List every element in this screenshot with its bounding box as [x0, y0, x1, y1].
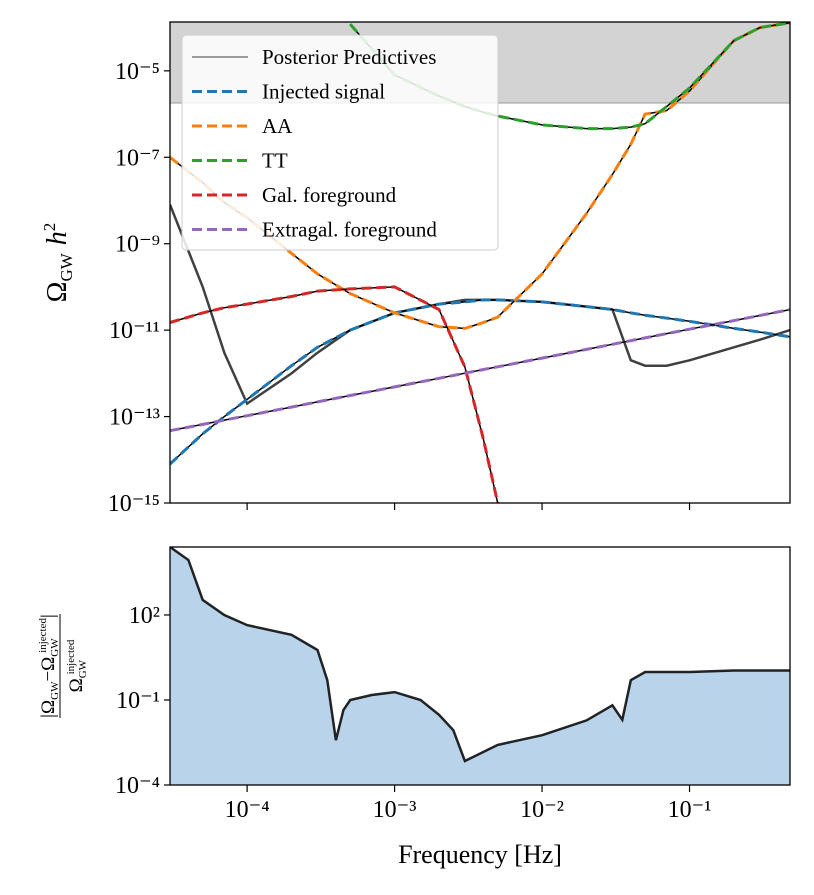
y-axis-label: |ΩGW−ΩGWinjected|ΩGWinjected [37, 614, 89, 718]
y-tick-label: 10² [129, 603, 160, 629]
model-line [170, 285, 500, 503]
y-axis-label-part: injected [37, 618, 49, 653]
legend-label: TT [262, 149, 288, 173]
y-tick-label: 10⁻¹ [116, 688, 160, 714]
y-axis-label-denominator: ΩGWinjected [65, 639, 89, 692]
x-tick-label: 10⁻³ [373, 797, 417, 823]
y-axis-label-part: −Ω [38, 657, 59, 682]
y-axis-label-part: h [42, 231, 73, 245]
y-axis-label-numerator: |ΩGW−ΩGWinjected| [37, 614, 61, 718]
y-tick-label: 10⁻¹¹ [109, 318, 160, 344]
plot-area [170, 547, 790, 785]
legend-label: Gal. foreground [262, 183, 397, 207]
model-line-under [170, 286, 499, 503]
axes-frame [169, 546, 791, 786]
y-axis-label: ΩGW h2 [40, 223, 76, 303]
y-axis-label-part: GW [57, 252, 76, 281]
error-area [170, 547, 790, 785]
x-tick-label: 10⁻⁴ [225, 797, 270, 823]
x-tick-label: 10⁻² [520, 797, 564, 823]
y-axis-label-part: 2 [40, 223, 59, 232]
legend-box [181, 34, 499, 251]
legend-label: Posterior Predictives [262, 45, 436, 69]
x-tick-label: 10⁻¹ [668, 797, 712, 823]
y-tick-label: 10⁻¹⁵ [108, 491, 160, 517]
y-axis-label-part: injected [65, 639, 77, 674]
y-tick-label: 10⁻⁷ [115, 145, 160, 171]
legend-label: Extragal. foreground [262, 218, 437, 242]
y-axis-label-part: GW [49, 638, 61, 657]
y-axis-label-part: Ω [66, 678, 87, 692]
y-axis-label-part: GW [49, 681, 61, 700]
model-line [170, 308, 790, 433]
y-axis-label-part: |Ω [38, 700, 59, 718]
y-axis-label-part: GW [77, 659, 89, 678]
y-tick-label: 10⁻⁵ [115, 59, 160, 85]
legend-label: AA [262, 114, 293, 138]
y-axis-label-part: Ω [42, 282, 73, 303]
y-tick-label: 10⁻⁴ [115, 773, 160, 799]
y-tick-label: 10⁻⁹ [115, 232, 160, 258]
model-line [170, 298, 790, 466]
axes-frame [169, 21, 791, 504]
x-axis-label: Frequency [Hz] [398, 840, 562, 869]
error-line [170, 547, 790, 763]
legend-label: Injected signal [262, 80, 385, 104]
y-axis-label-part: | [38, 614, 59, 618]
y-tick-label: 10⁻¹³ [109, 405, 160, 431]
